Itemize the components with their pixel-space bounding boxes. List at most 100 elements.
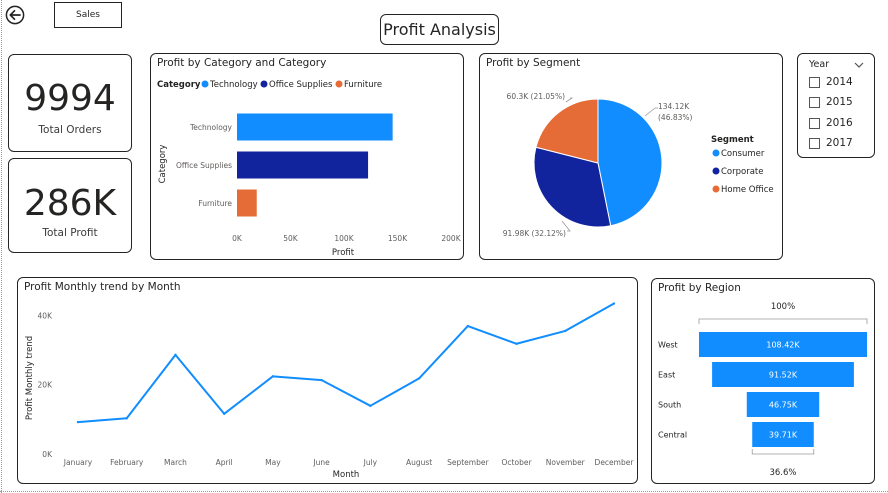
- total-profit-label: Total Profit: [42, 227, 98, 239]
- funnel-bar-south[interactable]: [746, 392, 820, 417]
- monthly-trend-card: Profit Monthly trend by Month Profit Mon…: [17, 277, 638, 484]
- data-point[interactable]: [369, 404, 372, 408]
- funnel-category-label: West: [658, 341, 678, 350]
- y-tick-label: Office Supplies: [176, 161, 232, 170]
- data-point[interactable]: [564, 329, 567, 333]
- funnel-category-label: Central: [658, 431, 687, 440]
- data-point[interactable]: [612, 302, 616, 305]
- year-option-2017[interactable]: 2017: [809, 135, 853, 151]
- y-tick-label: 40K: [38, 311, 54, 320]
- series-line-profit[interactable]: [77, 302, 615, 424]
- x-tick-label: 200K: [441, 234, 461, 243]
- bar-technology[interactable]: [237, 113, 393, 141]
- bar-office-supplies[interactable]: [237, 151, 369, 179]
- x-tick-label: 100K: [334, 234, 354, 243]
- segment-pie-chart: Segment 134.12K (46.83%) 91.98K (32.12%) 60…: [503, 92, 774, 238]
- year-option-2015[interactable]: 2015: [809, 94, 853, 110]
- data-point[interactable]: [174, 353, 177, 357]
- data-label-home-office: 60.3K (21.05%): [507, 92, 566, 101]
- back-arrow-icon[interactable]: [5, 5, 25, 25]
- year-option-2014[interactable]: 2014: [809, 74, 853, 90]
- x-tick-label: August: [406, 458, 432, 467]
- legend-label-office-supplies[interactable]: Office Supplies: [269, 80, 333, 90]
- data-label-corporate: 91.98K (32.12%): [503, 229, 566, 238]
- data-point[interactable]: [466, 324, 470, 328]
- canvas-left-border: [1, 0, 2, 493]
- leader-line: [561, 220, 571, 232]
- total-orders-value: 9994: [24, 78, 116, 119]
- checkbox-2014[interactable]: [809, 76, 820, 88]
- funnel-bar-central[interactable]: [752, 422, 814, 447]
- legend-label-corporate[interactable]: Corporate: [721, 167, 764, 177]
- category-xlabel: Profit: [332, 248, 355, 258]
- pie-slice-consumer[interactable]: [597, 98, 663, 227]
- funnel-value-label: 39.71K: [769, 431, 798, 440]
- category-legend-title: Category: [157, 80, 201, 90]
- region-funnel-chart: 100% 36.6% 108.42K West 91.52K East 46.75K So…: [658, 302, 868, 478]
- data-point[interactable]: [320, 378, 323, 382]
- checkbox-2015[interactable]: [809, 96, 820, 108]
- legend-label-technology[interactable]: Technology: [209, 80, 258, 90]
- funnel-value-label: 108.42K: [766, 341, 800, 350]
- funnel-bar-east[interactable]: [712, 362, 854, 387]
- checkbox-2016[interactable]: [809, 117, 820, 129]
- category-chart-card: Profit by Category and Category Category…: [150, 53, 464, 260]
- data-point[interactable]: [417, 377, 421, 380]
- legend-dot-office-supplies: [260, 80, 268, 88]
- funnel-bottom-label: 36.6%: [769, 468, 796, 478]
- category-ylabel: Category: [158, 145, 168, 184]
- category-chart-title: Profit by Category and Category: [157, 57, 327, 69]
- bar-furniture[interactable]: [237, 189, 257, 217]
- year-slicer: Year 2014 2015 2016 2017: [797, 53, 875, 158]
- year-option-2016[interactable]: 2016: [809, 115, 853, 131]
- total-profit-value: 286K: [23, 183, 117, 224]
- legend-label-consumer[interactable]: Consumer: [721, 149, 765, 159]
- x-tick-label: June: [312, 458, 330, 467]
- total-orders-card: 9994 Total Orders: [8, 54, 132, 152]
- legend-dot-furniture: [335, 80, 343, 88]
- data-point[interactable]: [125, 417, 128, 420]
- segment-legend-title: Segment: [711, 135, 754, 145]
- x-tick-label: October: [502, 458, 533, 467]
- x-tick-label: April: [216, 458, 233, 467]
- year-option-label: 2017: [826, 137, 853, 149]
- chevron-down-icon[interactable]: [853, 60, 865, 70]
- category-bar-chart: Category Technology Office Supplies Furn…: [157, 80, 462, 258]
- funnel-category-label: East: [658, 371, 675, 380]
- pie-slice-home-office[interactable]: [535, 98, 599, 164]
- funnel-top-bracket: [698, 318, 868, 324]
- year-option-label: 2015: [826, 96, 853, 108]
- x-tick-label: March: [164, 458, 187, 467]
- data-point[interactable]: [222, 412, 226, 415]
- legend-dot-home-office: [712, 185, 720, 193]
- legend-dot-technology: [201, 80, 209, 88]
- funnel-value-label: 91.52K: [769, 371, 798, 380]
- funnel-top-label: 100%: [771, 302, 795, 312]
- sales-page-button[interactable]: Sales: [54, 2, 122, 28]
- year-option-label: 2014: [826, 76, 853, 88]
- pie-slice-corporate[interactable]: [533, 146, 612, 228]
- x-tick-label: November: [546, 458, 586, 467]
- legend-label-furniture[interactable]: Furniture: [344, 80, 382, 90]
- total-profit-card: 286K Total Profit: [8, 158, 132, 253]
- legend-label-home-office[interactable]: Home Office: [721, 185, 774, 195]
- leader-line: [644, 107, 658, 117]
- funnel-category-label: South: [658, 401, 681, 410]
- checkbox-2017[interactable]: [809, 137, 820, 149]
- data-label-consumer: 134.12K: [658, 102, 690, 111]
- data-point[interactable]: [271, 375, 275, 378]
- data-point[interactable]: [515, 342, 518, 345]
- x-tick-label: 50K: [283, 234, 299, 243]
- legend-dot-consumer: [712, 149, 720, 157]
- funnel-value-label: 46.75K: [769, 401, 798, 410]
- leader-line: [565, 97, 574, 103]
- monthly-ylabel: Profit Monthly trend: [25, 336, 35, 420]
- data-point[interactable]: [76, 420, 80, 424]
- total-orders-label: Total Orders: [38, 124, 102, 136]
- funnel-bar-west[interactable]: [699, 332, 867, 357]
- segment-chart-title: Profit by Segment: [486, 57, 581, 69]
- x-tick-label: 150K: [388, 234, 408, 243]
- data-label-consumer-pct: (46.83%): [658, 113, 693, 122]
- x-tick-label: September: [447, 458, 489, 467]
- x-tick-label: January: [63, 458, 93, 467]
